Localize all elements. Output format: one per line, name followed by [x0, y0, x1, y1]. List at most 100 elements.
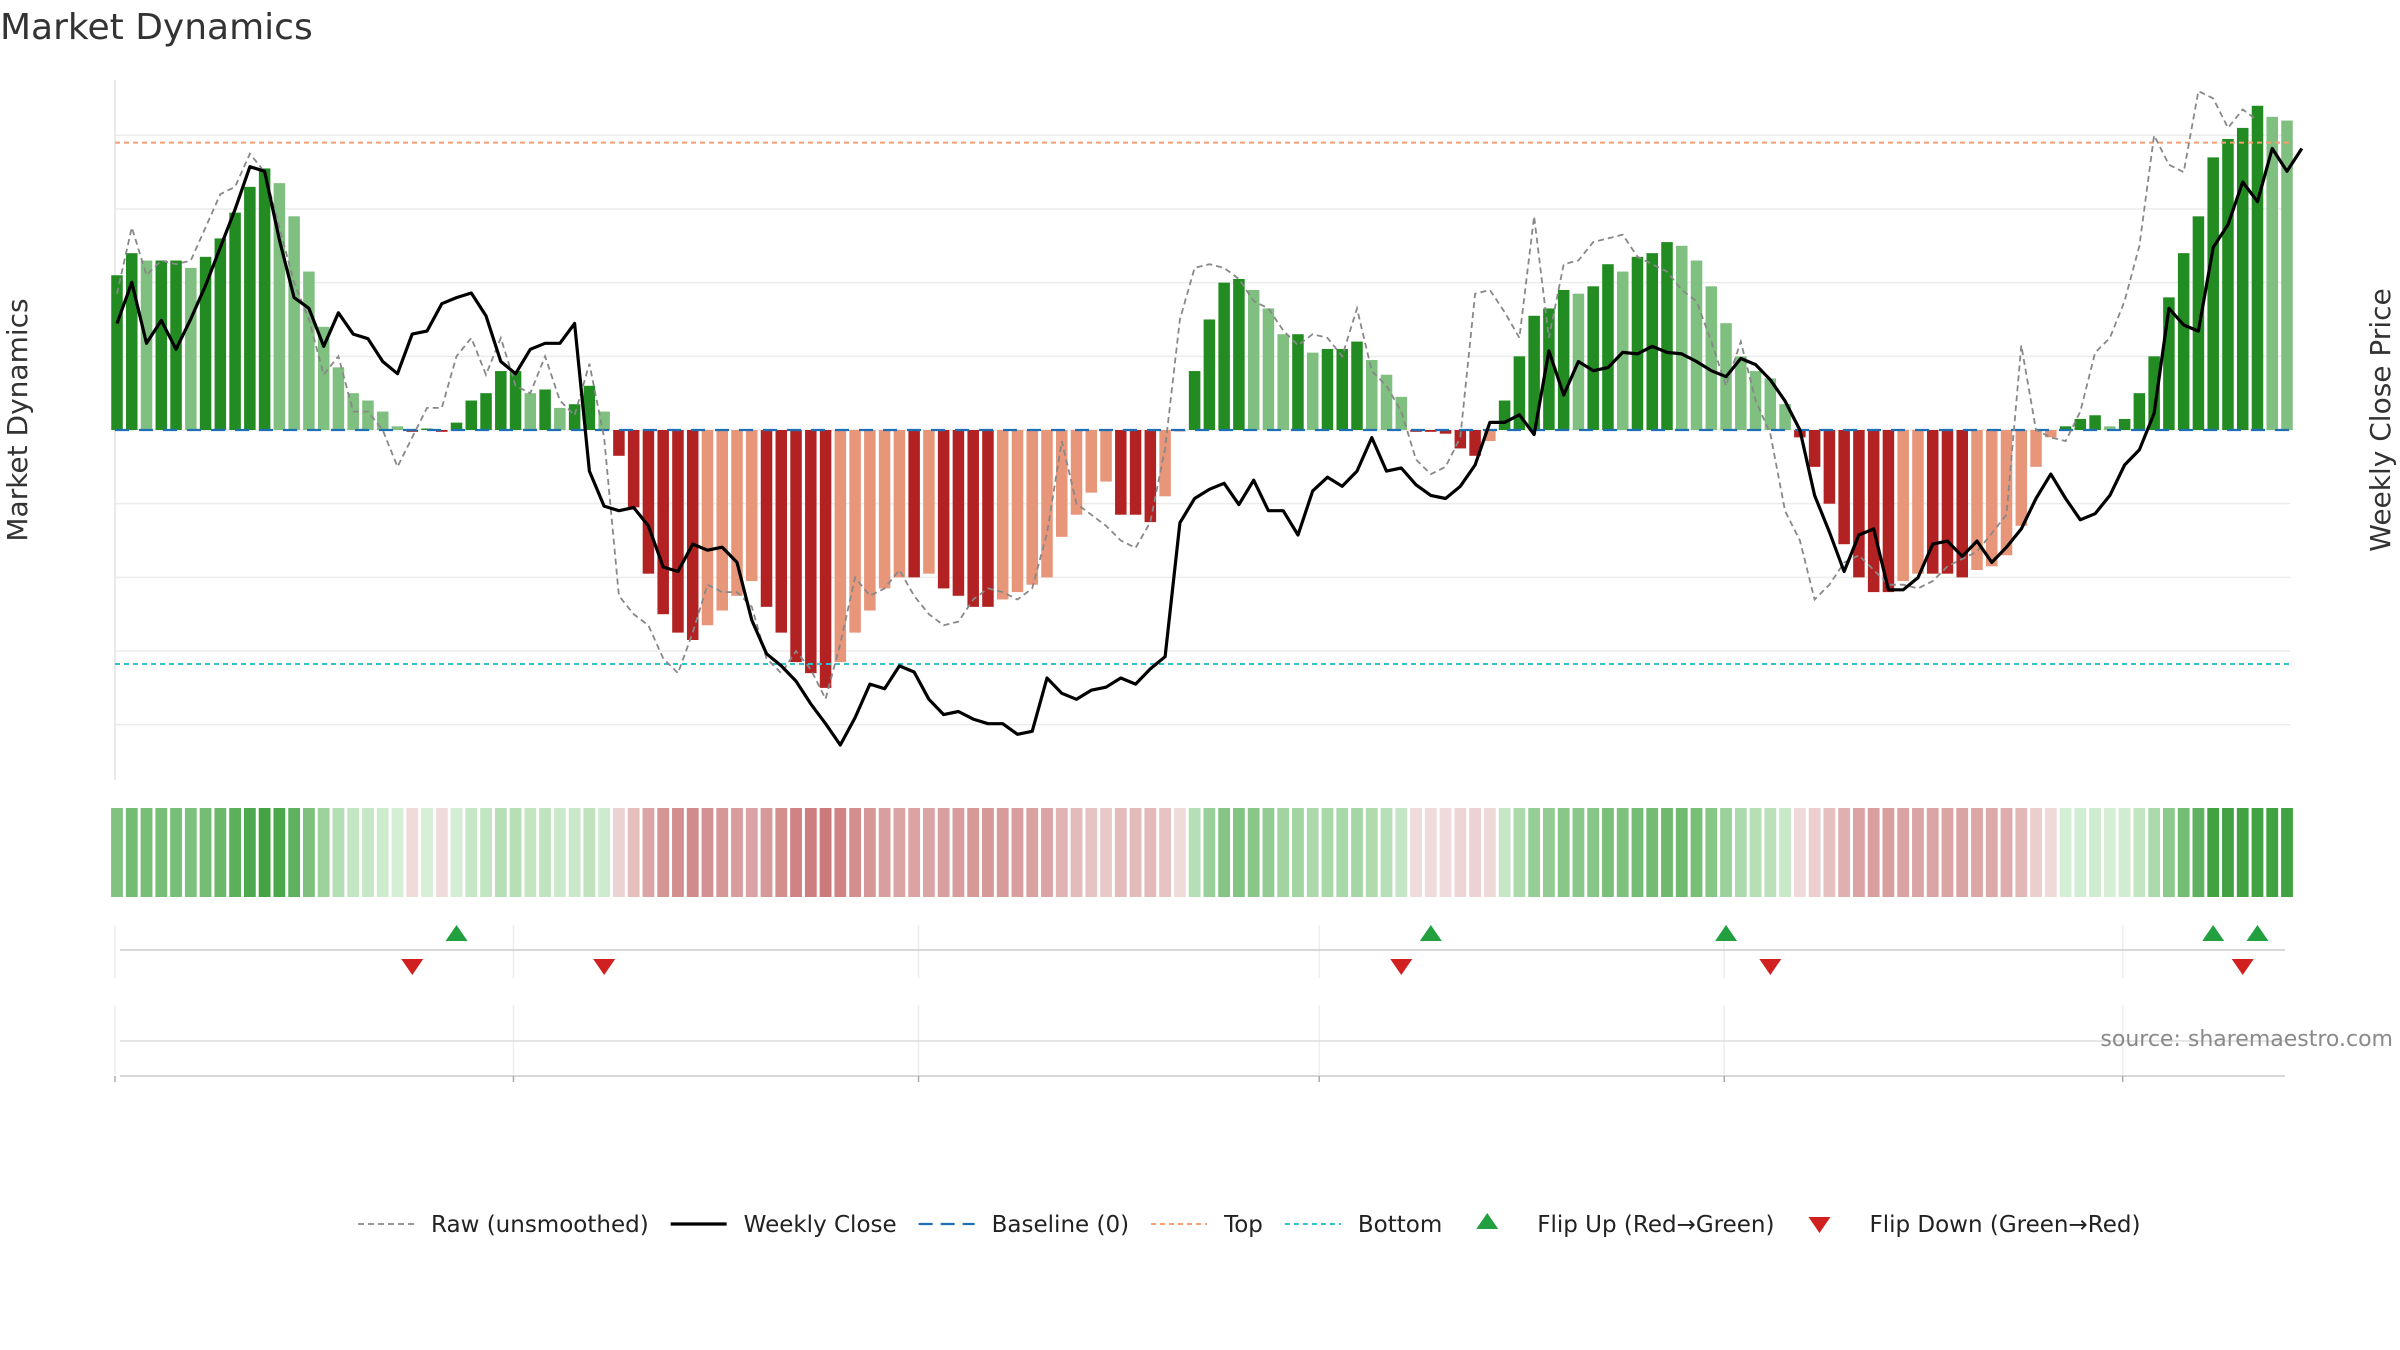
source-note: source: sharemaestro.com	[2100, 1027, 2393, 1052]
heat-cell	[627, 808, 640, 897]
heat-cell	[1764, 808, 1777, 897]
dynamics-bar	[1513, 356, 1526, 430]
dynamics-bar	[746, 430, 758, 582]
heat-cell	[1483, 808, 1496, 897]
heat-cell	[1675, 808, 1688, 897]
heat-cell	[672, 808, 684, 897]
dynamics-bar	[1203, 319, 1216, 430]
heat-cell	[170, 808, 182, 897]
heat-cell	[1616, 808, 1629, 897]
dynamics-bar	[450, 422, 463, 430]
heat-cell	[1897, 808, 1910, 897]
dynamics-bar	[864, 430, 876, 611]
heat-cell	[967, 808, 980, 897]
heat-cell	[2118, 808, 2131, 897]
dynamics-bar	[1823, 430, 1836, 504]
flip-up-marker	[1715, 925, 1738, 941]
dynamics-bar	[1602, 264, 1614, 430]
dynamics-bar	[1056, 430, 1068, 537]
heat-cell	[509, 808, 522, 897]
dynamics-bar	[2266, 116, 2278, 430]
heat-cell	[1218, 808, 1231, 897]
heat-cell	[1528, 808, 1541, 897]
dynamics-bar	[2089, 415, 2101, 430]
dynamics-bar	[1100, 430, 1112, 482]
heat-cell	[1144, 808, 1157, 897]
heat-cell	[598, 808, 611, 897]
heat-cell	[1336, 808, 1349, 897]
dynamics-bar	[1026, 430, 1038, 585]
heat-cell	[1838, 808, 1851, 897]
flip-up-marker	[2202, 925, 2225, 941]
dynamics-bar	[672, 430, 684, 633]
main-panel-lines	[115, 89, 2304, 747]
heat-cell	[1454, 808, 1467, 897]
heat-cell	[273, 808, 286, 897]
heat-cell	[1720, 808, 1732, 897]
dynamics-bar	[819, 430, 832, 688]
legend-label: Top	[1223, 1212, 1263, 1238]
dynamics-bar	[893, 430, 906, 578]
dynamics-bar	[1867, 430, 1880, 593]
heat-cell	[1587, 808, 1600, 897]
dynamics-bar	[1336, 348, 1348, 430]
dynamics-bar	[1676, 245, 1688, 430]
heat-cell	[1572, 808, 1585, 897]
dynamics-bar	[391, 426, 404, 430]
flip-markers-panel	[114, 925, 2285, 978]
dynamics-bar	[1351, 341, 1363, 430]
dynamics-bar	[1557, 290, 1570, 430]
dynamics-bar	[1631, 256, 1644, 430]
heat-cell	[1041, 808, 1053, 897]
dynamics-bar	[2281, 120, 2293, 431]
heat-cell	[1469, 808, 1481, 897]
dynamics-bar	[1366, 360, 1378, 430]
heat-cell	[2030, 808, 2042, 897]
heat-cell	[2251, 808, 2264, 897]
heat-cell	[642, 808, 655, 897]
dynamics-bar	[332, 367, 345, 430]
dynamics-bar	[1616, 271, 1629, 430]
heat-cell	[2236, 808, 2249, 897]
dynamics-bar	[923, 430, 935, 574]
heat-cell	[745, 808, 758, 897]
heat-cell	[1808, 808, 1821, 897]
dynamics-bar	[583, 385, 596, 430]
heat-cell	[125, 808, 138, 897]
heat-cell	[1439, 808, 1452, 897]
heat-cell	[553, 808, 566, 897]
heat-cell	[1011, 808, 1024, 897]
dynamics-bar	[1882, 430, 1895, 593]
heat-cell	[214, 808, 227, 897]
dynamics-bar	[1321, 348, 1334, 430]
heat-cell	[465, 808, 478, 897]
dynamics-bar	[2251, 105, 2264, 430]
heat-cell	[1424, 808, 1437, 897]
heat-cell	[1498, 808, 1511, 897]
heat-cell	[1351, 808, 1363, 897]
heat-cell	[1749, 808, 1762, 897]
dynamics-bar	[568, 404, 581, 430]
heat-cell	[347, 808, 360, 897]
heat-cell	[2074, 808, 2087, 897]
heat-cell	[2133, 808, 2146, 897]
heat-cell	[1055, 808, 1068, 897]
dynamics-bar	[303, 271, 315, 430]
heat-cell	[184, 808, 197, 897]
heat-cell	[790, 808, 802, 897]
heat-cell	[1247, 808, 1260, 897]
heat-cell	[819, 808, 832, 897]
legend-item-flip_down: Flip Down (Green→Red)	[1808, 1212, 2140, 1238]
heat-cell	[804, 808, 817, 897]
heat-cell	[1926, 808, 1939, 897]
dynamics-bar	[2236, 127, 2249, 430]
dynamics-bar	[1277, 334, 1289, 430]
heat-cell	[878, 808, 891, 897]
heat-cell	[1912, 808, 1924, 897]
left-axis-label: Market Dynamics	[1, 298, 34, 541]
heat-cell	[2207, 808, 2220, 897]
dynamics-bar	[140, 260, 153, 430]
dynamics-bar	[834, 430, 847, 663]
heat-cell	[2089, 808, 2101, 897]
heat-cell	[406, 808, 419, 897]
